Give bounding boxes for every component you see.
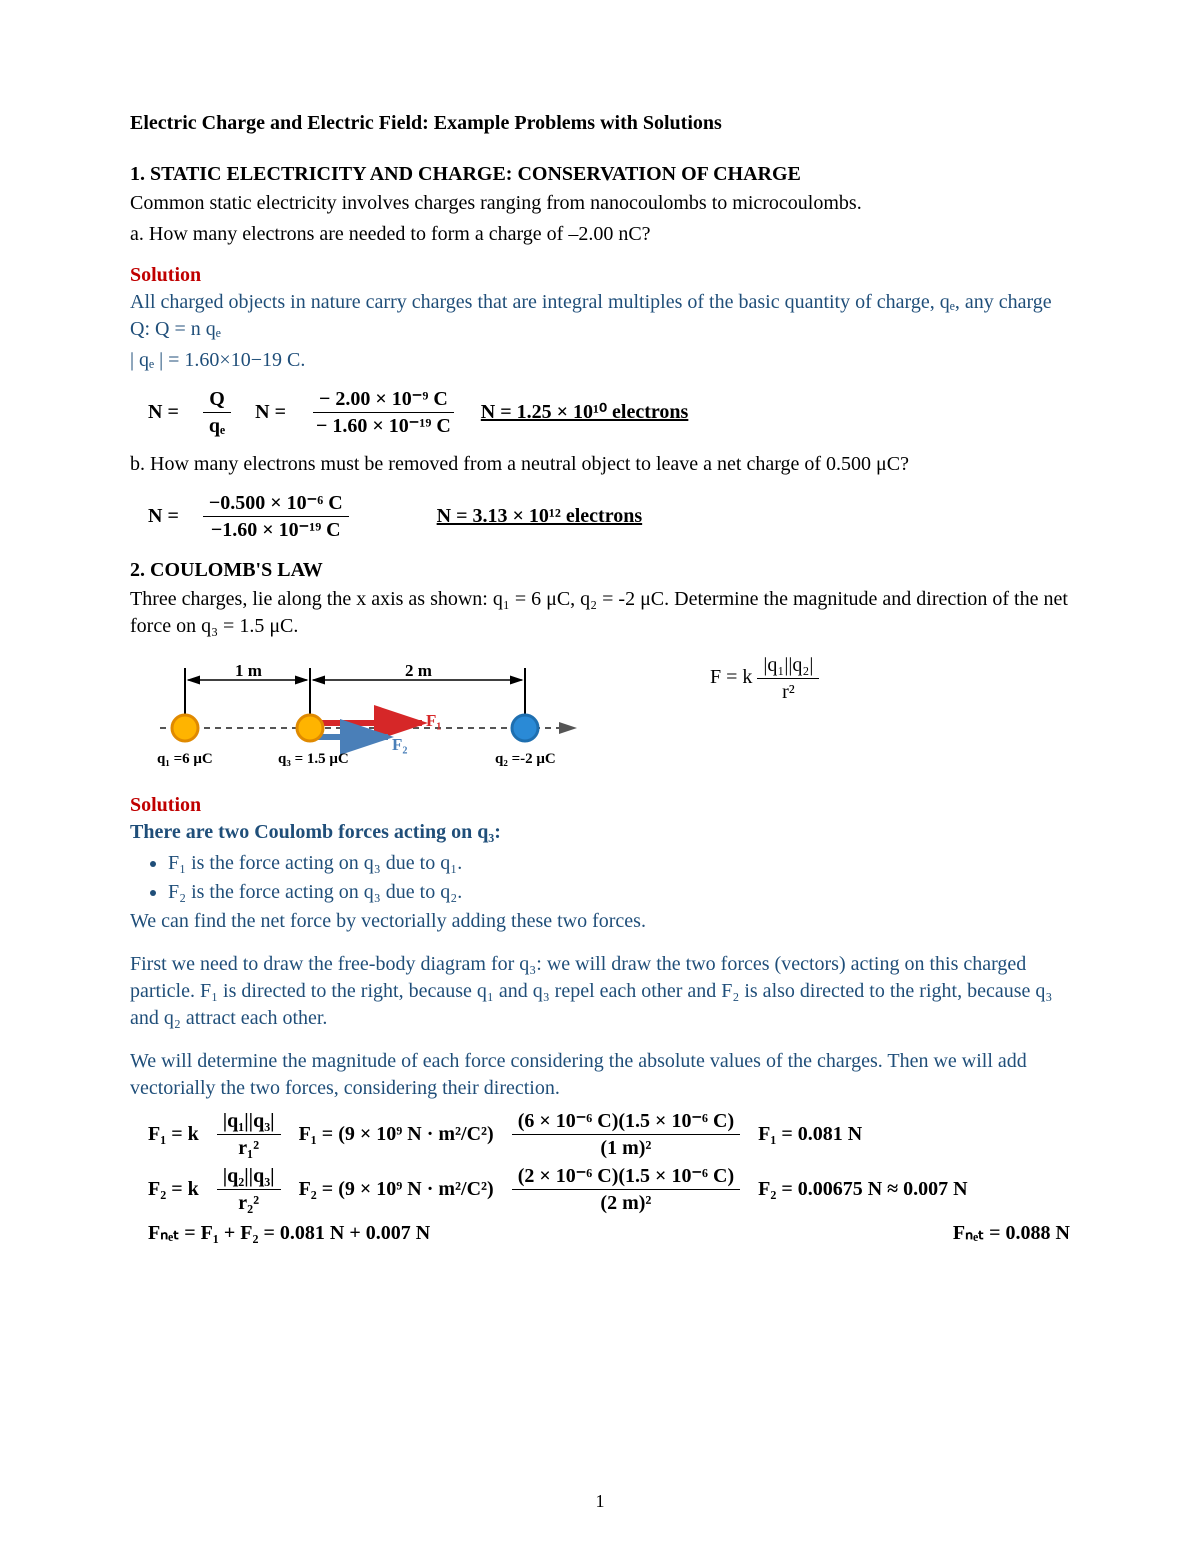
label-q2: q₂ =-2 μC bbox=[495, 751, 556, 767]
charge-q3-icon bbox=[297, 715, 323, 741]
section-2-heading: 2. COULOMB'S LAW bbox=[130, 557, 1070, 584]
label-1m: 1 m bbox=[235, 661, 262, 680]
solution-2-sub: There are two Coulomb forces acting on q… bbox=[130, 819, 1070, 846]
coulomb-frac: |q₁||q₂| r² bbox=[757, 654, 819, 703]
charge-q1-icon bbox=[172, 715, 198, 741]
eq1a-frac2-num: − 2.00 × 10⁻⁹ C bbox=[313, 388, 454, 413]
solution-2-p3: We will determine the magnitude of each … bbox=[130, 1048, 1070, 1102]
eq-f2-num: |q₂||q₃| bbox=[217, 1165, 281, 1190]
label-q1: q₁ =6 μC bbox=[157, 751, 213, 767]
eq1a-lhs: N = bbox=[148, 399, 179, 426]
eq1b-frac-num: −0.500 × 10⁻⁶ C bbox=[203, 492, 349, 517]
eq1b-frac: −0.500 × 10⁻⁶ C −1.60 × 10⁻¹⁹ C bbox=[203, 492, 349, 541]
eq1a-frac2-den: − 1.60 × 10⁻¹⁹ C bbox=[310, 413, 457, 437]
solution-1-p1: All charged objects in nature carry char… bbox=[130, 289, 1070, 343]
eq-f2-frac: |q₂||q₃| r₂² bbox=[217, 1165, 281, 1214]
section-1-heading: 1. STATIC ELECTRICITY AND CHARGE: CONSER… bbox=[130, 161, 1070, 188]
eq-f2-calc-frac: (2 × 10⁻⁶ C)(1.5 × 10⁻⁶ C) (2 m)² bbox=[512, 1165, 740, 1214]
eq-f1-frac: |q₁||q₃| r₁² bbox=[217, 1110, 281, 1159]
section-1-intro: Common static electricity involves charg… bbox=[130, 190, 1070, 217]
eq1a-frac2: − 2.00 × 10⁻⁹ C − 1.60 × 10⁻¹⁹ C bbox=[310, 388, 457, 437]
eq-f2-res: F₂ = 0.00675 N ≈ 0.007 N bbox=[758, 1176, 967, 1203]
eq1a-frac1-num: Q bbox=[203, 388, 231, 413]
solution-2-p1: We can find the net force by vectorially… bbox=[130, 908, 1070, 935]
solution-label-2: Solution bbox=[130, 792, 1070, 819]
eq-f1-pre: F₁ = (9 × 10⁹ N · m²/C²) bbox=[299, 1121, 494, 1148]
equation-1a: N = Q qₑ N = − 2.00 × 10⁻⁹ C − 1.60 × 10… bbox=[148, 388, 1070, 437]
solution-2-p2: First we need to draw the free-body diag… bbox=[130, 951, 1070, 1032]
eq-f1-lhs: F₁ = k bbox=[148, 1121, 199, 1148]
coulomb-den: r² bbox=[776, 679, 801, 703]
eq-fnet-res: Fₙₑₜ = 0.088 N bbox=[953, 1220, 1070, 1247]
solution-1-p2: | qₑ | = 1.60×10−19 C. bbox=[130, 347, 1070, 374]
eq-f2-calc-num: (2 × 10⁻⁶ C)(1.5 × 10⁻⁶ C) bbox=[512, 1165, 740, 1190]
label-q3: q₃ = 1.5 μC bbox=[278, 751, 349, 767]
bullet-f2: F₂ is the force acting on q₃ due to q₂. bbox=[168, 879, 1070, 906]
coulomb-formula: F = k |q₁||q₂| r² bbox=[710, 654, 819, 703]
eq1a-mid: N = bbox=[255, 399, 286, 426]
label-f1: F₁ bbox=[426, 711, 441, 730]
eq1a-frac1-den: qₑ bbox=[203, 413, 231, 437]
eq-f1-den: r₁² bbox=[232, 1135, 265, 1159]
page: Electric Charge and Electric Field: Exam… bbox=[0, 0, 1200, 1553]
question-1a: a. How many electrons are needed to form… bbox=[130, 221, 1070, 248]
eq1a-result: N = 1.25 × 10¹⁰ electrons bbox=[481, 399, 689, 426]
eq-f1-num: |q₁||q₃| bbox=[217, 1110, 281, 1135]
eq-f2-pre: F₂ = (9 × 10⁹ N · m²/C²) bbox=[299, 1176, 494, 1203]
section-2-intro: Three charges, lie along the x axis as s… bbox=[130, 586, 1070, 640]
page-number: 1 bbox=[596, 1489, 605, 1513]
charge-q2-icon bbox=[512, 715, 538, 741]
question-1b: b. How many electrons must be removed fr… bbox=[130, 451, 1070, 478]
label-f2: F₂ bbox=[392, 735, 407, 754]
force-bullets: F₁ is the force acting on q₃ due to q₁. … bbox=[130, 850, 1070, 906]
eq-f1-res: F₁ = 0.081 N bbox=[758, 1121, 862, 1148]
document-title: Electric Charge and Electric Field: Exam… bbox=[130, 110, 1070, 137]
eq-f2: F₂ = k |q₂||q₃| r₂² F₂ = (9 × 10⁹ N · m²… bbox=[148, 1165, 1070, 1214]
label-2m: 2 m bbox=[405, 661, 432, 680]
equation-1b: N = −0.500 × 10⁻⁶ C −1.60 × 10⁻¹⁹ C N = … bbox=[148, 492, 1070, 541]
eq1b-frac-den: −1.60 × 10⁻¹⁹ C bbox=[205, 517, 347, 541]
eq-fnet: Fₙₑₜ = F₁ + F₂ = 0.081 N + 0.007 N Fₙₑₜ … bbox=[148, 1220, 1070, 1247]
eq-fnet-sum: Fₙₑₜ = F₁ + F₂ = 0.081 N + 0.007 N bbox=[148, 1220, 430, 1247]
eq-f2-calc-den: (2 m)² bbox=[594, 1190, 657, 1214]
solution-label-1: Solution bbox=[130, 262, 1070, 289]
coulomb-diagram: 1 m 2 m F₁ F₂ q₁ =6 μC q₃ = 1.5 μC q₂ =-… bbox=[130, 648, 590, 778]
eq1b-lhs: N = bbox=[148, 503, 179, 530]
eq-f1: F₁ = k |q₁||q₃| r₁² F₁ = (9 × 10⁹ N · m²… bbox=[148, 1110, 1070, 1159]
eq1a-frac1: Q qₑ bbox=[203, 388, 231, 437]
equations-block: F₁ = k |q₁||q₃| r₁² F₁ = (9 × 10⁹ N · m²… bbox=[148, 1110, 1070, 1247]
diagram-row: 1 m 2 m F₁ F₂ q₁ =6 μC q₃ = 1.5 μC q₂ =-… bbox=[130, 648, 1070, 778]
eq-f2-lhs: F₂ = k bbox=[148, 1176, 199, 1203]
eq-f1-calc-den: (1 m)² bbox=[594, 1135, 657, 1159]
eq1b-result: N = 3.13 × 10¹² electrons bbox=[437, 503, 643, 530]
bullet-f1: F₁ is the force acting on q₃ due to q₁. bbox=[168, 850, 1070, 877]
eq-f2-den: r₂² bbox=[232, 1190, 265, 1214]
eq-f1-calc-num: (6 × 10⁻⁶ C)(1.5 × 10⁻⁶ C) bbox=[512, 1110, 740, 1135]
eq-f1-calc-frac: (6 × 10⁻⁶ C)(1.5 × 10⁻⁶ C) (1 m)² bbox=[512, 1110, 740, 1159]
coulomb-lhs: F = k bbox=[710, 666, 752, 688]
coulomb-num: |q₁||q₂| bbox=[757, 654, 819, 679]
